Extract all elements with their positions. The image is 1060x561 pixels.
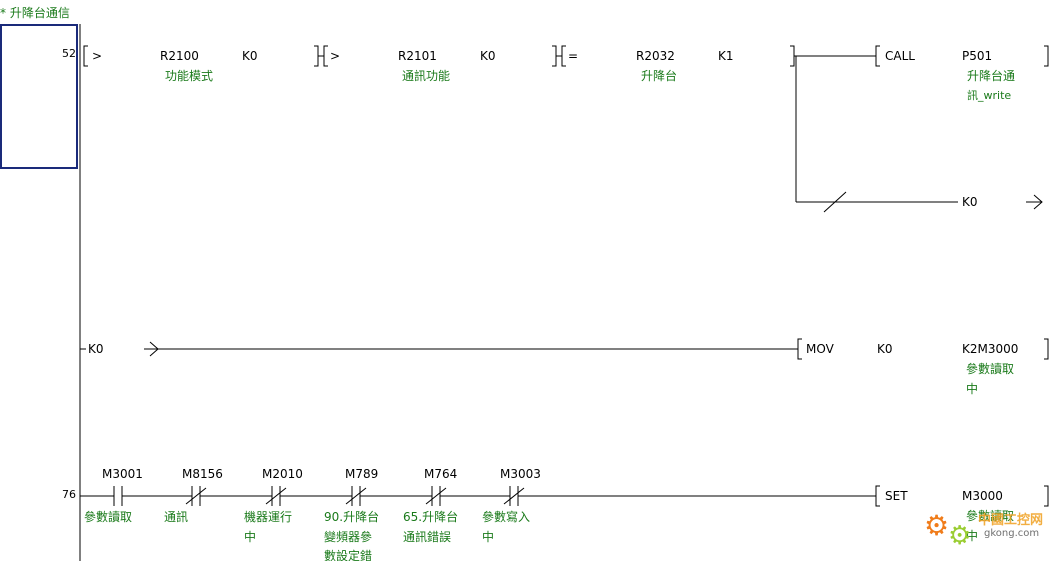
mov-source[interactable]: K0 bbox=[877, 342, 893, 356]
site-watermark: ⚙ ⚙ 中國工控网 gkong.com bbox=[922, 503, 1060, 553]
contact-device[interactable]: M789 bbox=[345, 467, 379, 481]
compare-operator: > bbox=[92, 49, 103, 63]
device-comment: 參數讀取 bbox=[966, 362, 1015, 376]
contact-comment: 通訊錯誤 bbox=[403, 530, 452, 544]
device-comment: 中 bbox=[966, 529, 979, 543]
selection-cursor[interactable] bbox=[0, 24, 78, 169]
mov-destination[interactable]: K2M3000 bbox=[962, 342, 1019, 356]
set-instruction[interactable]: SET bbox=[885, 489, 908, 503]
contact-comment: 中 bbox=[482, 530, 495, 544]
rung-step-number: 76 bbox=[62, 488, 76, 501]
contact-device[interactable]: M3001 bbox=[102, 467, 143, 481]
contact-device[interactable]: M8156 bbox=[182, 467, 223, 481]
device-comment: 功能模式 bbox=[165, 69, 214, 83]
branch-output[interactable]: K0 bbox=[962, 195, 978, 209]
watermark-url: gkong.com bbox=[984, 528, 1040, 539]
contact-comment: 中 bbox=[244, 530, 257, 544]
device-comment: 參數讀取 bbox=[966, 509, 1015, 523]
contact-device[interactable]: M764 bbox=[424, 467, 458, 481]
compare-operand[interactable]: K0 bbox=[242, 49, 258, 63]
contact-comment: 65.升降台 bbox=[403, 510, 459, 524]
contact-comment: 變頻器參 bbox=[324, 530, 373, 544]
compare-operand[interactable]: R2100 bbox=[160, 49, 199, 63]
device-comment: 通訊功能 bbox=[402, 69, 451, 83]
compare-operand[interactable]: R2032 bbox=[636, 49, 675, 63]
mov-instruction[interactable]: MOV bbox=[806, 342, 834, 356]
contact-comment: 機器運行 bbox=[244, 510, 293, 524]
contact-comment: 參數寫入 bbox=[482, 510, 531, 524]
compare-operator: = bbox=[568, 49, 579, 63]
compare-operand[interactable]: K1 bbox=[718, 49, 734, 63]
rung-mov-wires bbox=[80, 338, 1049, 360]
contact-comment: 數設定錯 bbox=[324, 549, 373, 561]
call-instruction[interactable]: CALL bbox=[885, 49, 915, 63]
contact-comment: 通訊 bbox=[164, 510, 189, 524]
gear-icon: ⚙ bbox=[924, 509, 950, 542]
watermark-name: 中國工控网 bbox=[978, 513, 1044, 528]
rung-step-number: 52 bbox=[62, 47, 76, 60]
compare-operand[interactable]: R2101 bbox=[398, 49, 437, 63]
rung-76-wires bbox=[80, 485, 1049, 507]
contact-device[interactable]: M3003 bbox=[500, 467, 541, 481]
contact-comment: 參數讀取 bbox=[84, 510, 133, 524]
rung-52-wires bbox=[83, 45, 1049, 213]
rung-input-label[interactable]: K0 bbox=[88, 342, 104, 356]
gear-icon: ⚙ bbox=[948, 521, 972, 551]
device-comment: 升降台 bbox=[641, 69, 678, 83]
pointer-comment: 升降台通 bbox=[967, 69, 1016, 83]
set-device[interactable]: M3000 bbox=[962, 489, 1003, 503]
call-pointer[interactable]: P501 bbox=[962, 49, 993, 63]
compare-operand[interactable]: K0 bbox=[480, 49, 496, 63]
contact-device[interactable]: M2010 bbox=[262, 467, 303, 481]
pointer-comment: 訊_write bbox=[967, 89, 1012, 102]
block-title: * 升降台通信 bbox=[0, 6, 70, 20]
compare-operator: > bbox=[330, 49, 341, 63]
device-comment: 中 bbox=[966, 382, 979, 396]
contact-comment: 90.升降台 bbox=[324, 510, 380, 524]
